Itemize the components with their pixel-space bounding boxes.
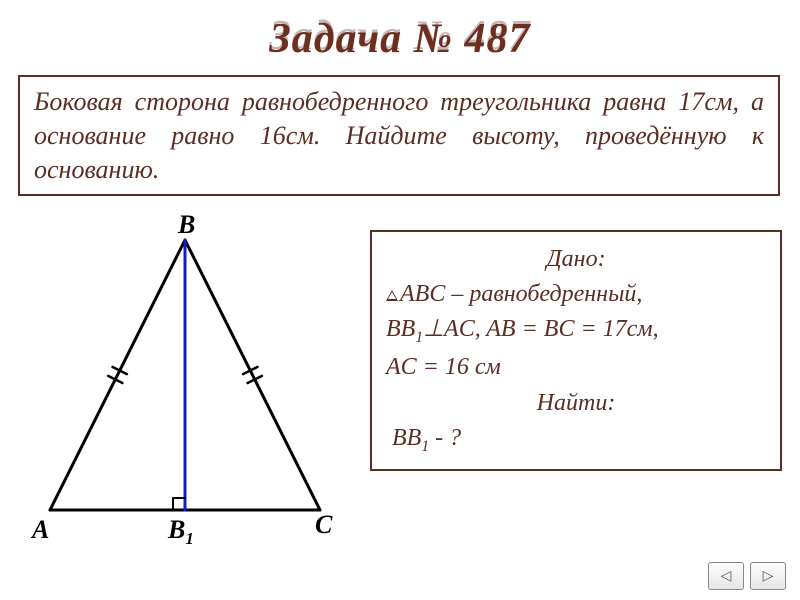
given-line-1: ABC – равнобедренный,	[386, 279, 766, 310]
vertex-label-A: A	[32, 515, 49, 545]
nav-controls: ◁ ▷	[708, 562, 786, 590]
triangle-diagram: B A C B1	[20, 210, 350, 560]
given-line-3: AC = 16 см	[386, 352, 766, 383]
next-button[interactable]: ▷	[750, 562, 786, 590]
chevron-right-icon: ▷	[763, 568, 774, 585]
problem-statement-box: Боковая сторона равнобедренного треуголь…	[18, 75, 780, 196]
given-line-2: BB1⊥AC, AB = BC = 17см,	[386, 314, 766, 348]
prev-button[interactable]: ◁	[708, 562, 744, 590]
chevron-left-icon: ◁	[721, 568, 732, 585]
given-heading: Дано:	[386, 244, 766, 275]
vertex-label-B1: B1	[168, 515, 194, 549]
triangle-svg	[20, 210, 350, 550]
vertex-label-C: C	[315, 510, 332, 540]
given-box: Дано: ABC – равнобедренный, BB1⊥AC, AB =…	[370, 230, 782, 471]
page-title: Задача № 487	[0, 15, 800, 63]
triangle-icon	[386, 290, 398, 301]
find-heading: Найти:	[386, 388, 766, 419]
find-line: BB1 - ?	[386, 423, 766, 457]
vertex-label-B: B	[178, 210, 195, 240]
problem-statement-text: Боковая сторона равнобедренного треуголь…	[34, 85, 764, 186]
